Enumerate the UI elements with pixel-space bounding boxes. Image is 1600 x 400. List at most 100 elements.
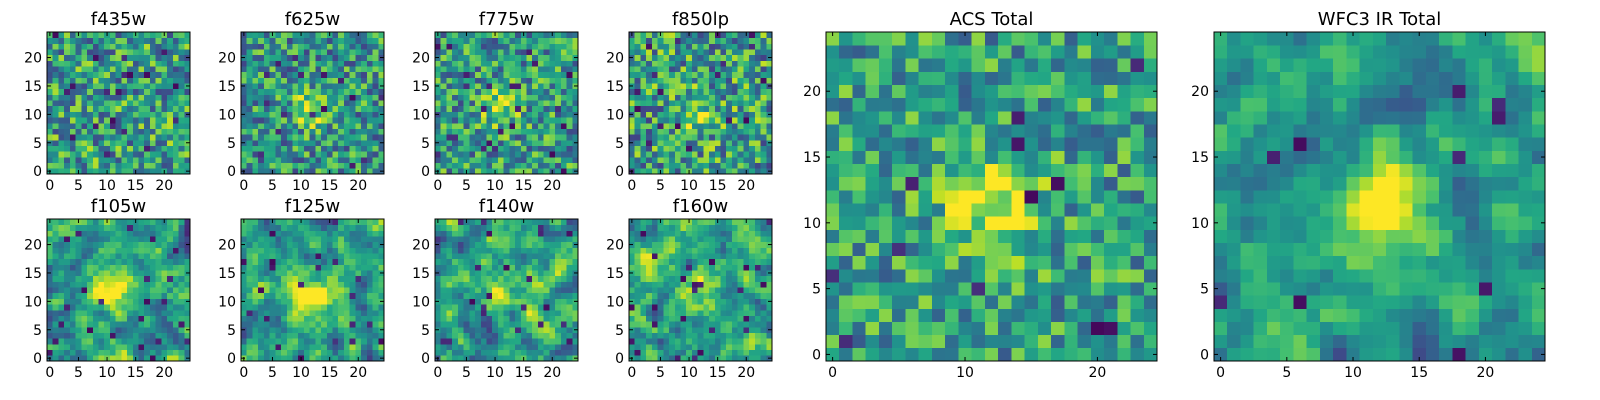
heatmap-cell <box>252 338 259 345</box>
heatmap-cell <box>366 83 373 90</box>
heatmap-cell <box>109 332 117 339</box>
heatmap-cell <box>303 264 311 271</box>
heatmap-cell <box>87 134 94 141</box>
heatmap-cell <box>475 105 482 112</box>
heatmap-cell <box>714 134 721 141</box>
heatmap-cell <box>75 292 82 299</box>
heatmap-cell <box>572 100 579 107</box>
heatmap-cell <box>109 83 117 90</box>
heatmap-cell <box>651 134 658 141</box>
heatmap-cell <box>634 292 641 299</box>
heatmap-cell <box>132 43 139 50</box>
heatmap-cell <box>435 338 442 345</box>
heatmap-cell <box>669 332 676 339</box>
heatmap-cell <box>343 224 351 231</box>
heatmap-cell <box>749 60 756 67</box>
heatmap-cell <box>743 321 750 328</box>
heatmap-cell <box>526 66 533 73</box>
heatmap-cell <box>47 247 54 254</box>
heatmap-cell <box>269 298 276 305</box>
heatmap-cell <box>731 162 739 169</box>
heatmap-cell <box>497 258 505 265</box>
heatmap-cell <box>503 105 510 112</box>
heatmap-cell <box>754 275 761 282</box>
heatmap-cell <box>669 88 676 95</box>
heatmap-cell <box>309 168 316 175</box>
heatmap-cell <box>469 349 476 356</box>
y-tick-label: 20 <box>24 51 42 67</box>
heatmap-cell <box>75 309 82 316</box>
heatmap-cell <box>81 258 88 265</box>
heatmap-cell <box>115 43 122 50</box>
heatmap-cell <box>258 117 265 124</box>
heatmap-cell <box>155 168 162 175</box>
heatmap-cell <box>52 247 59 254</box>
heatmap-cell <box>281 321 288 328</box>
heatmap-cell <box>435 105 442 112</box>
heatmap-cell <box>138 224 145 231</box>
heatmap-cell <box>372 66 379 73</box>
heatmap-cell <box>144 117 151 124</box>
heatmap-cell <box>52 162 59 169</box>
heatmap-cell <box>566 315 573 322</box>
heatmap-cell <box>720 117 727 124</box>
heatmap-cell <box>104 49 111 56</box>
heatmap-cell <box>497 168 505 175</box>
heatmap-cell <box>646 83 653 90</box>
heatmap-cell <box>343 100 351 107</box>
heatmap-cell <box>338 37 345 44</box>
heatmap-cell <box>686 281 693 288</box>
heatmap-cell <box>92 281 99 288</box>
heatmap-cell <box>115 145 122 152</box>
heatmap-cell <box>52 105 59 112</box>
heatmap-cell <box>469 224 476 231</box>
heatmap-cell <box>263 71 270 78</box>
heatmap-cell <box>132 94 139 101</box>
heatmap-cell <box>378 309 385 316</box>
heatmap-cell <box>691 298 699 305</box>
heatmap-cell <box>178 162 185 169</box>
heatmap-cell <box>440 230 447 237</box>
heatmap-cell <box>355 241 362 248</box>
heatmap-cell <box>269 54 276 61</box>
heatmap-cell <box>526 151 533 158</box>
heatmap-cell <box>64 88 71 95</box>
heatmap-cell <box>737 94 744 101</box>
heatmap-cell <box>98 128 105 135</box>
heatmap-cell <box>138 247 145 254</box>
heatmap-cell <box>486 321 493 328</box>
heatmap-cell <box>58 241 65 248</box>
heatmap-cell <box>366 66 373 73</box>
heatmap-cell <box>263 224 270 231</box>
heatmap-cell <box>651 71 658 78</box>
heatmap-cell <box>372 332 379 339</box>
heatmap-cell <box>440 287 447 294</box>
heatmap-cell <box>669 292 676 299</box>
heatmap-cell <box>275 321 282 328</box>
heatmap-cell <box>760 117 767 124</box>
heatmap-cell <box>149 111 157 118</box>
heatmap-cell <box>81 60 88 67</box>
heatmap-cell <box>475 162 482 169</box>
heatmap-cell <box>241 304 248 311</box>
heatmap-cell <box>75 37 82 44</box>
heatmap-cell <box>691 349 699 356</box>
heatmap-cell <box>167 168 174 175</box>
heatmap-cell <box>309 338 316 345</box>
heatmap-cell <box>435 349 442 356</box>
heatmap-cell <box>378 332 385 339</box>
heatmap-cell <box>109 287 117 294</box>
heatmap-cell <box>469 287 476 294</box>
heatmap-cell <box>269 66 276 73</box>
heatmap-cell <box>532 355 539 362</box>
heatmap-cell <box>537 43 545 50</box>
heatmap-cell <box>275 309 282 316</box>
heatmap-cell <box>69 54 76 61</box>
heatmap-cell <box>184 117 191 124</box>
heatmap-cell <box>281 287 288 294</box>
heatmap-cell <box>549 236 556 243</box>
heatmap-cell <box>486 287 493 294</box>
heatmap-cell <box>372 134 379 141</box>
heatmap-cell <box>321 117 328 124</box>
heatmap-cell <box>743 139 750 146</box>
